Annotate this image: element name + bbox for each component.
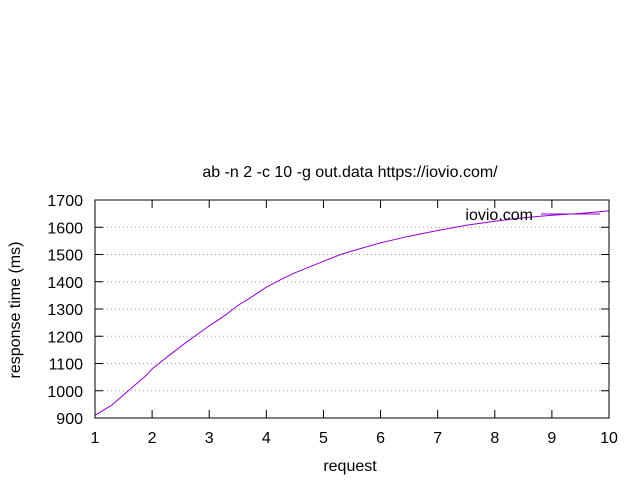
tick-marks	[94, 199, 610, 419]
data-point	[351, 250, 353, 252]
y-tick-label: 1600	[47, 220, 83, 237]
x-tick-label: 9	[547, 430, 556, 447]
y-tick-label: 900	[56, 411, 83, 428]
series-layer	[94, 210, 610, 416]
data-point	[151, 368, 153, 370]
x-tick-label: 6	[376, 430, 385, 447]
y-tick-label: 1500	[47, 248, 83, 265]
tick-labels: 900 1000 1100 1200 1300 1400 1500 1600 1700 1 2 3 4 5…	[47, 193, 618, 447]
chart-title: ab -n 2 -c 10 -g out.data https://iovio.…	[202, 164, 498, 181]
data-point	[265, 286, 267, 288]
data-point	[465, 224, 467, 226]
y-axis-label: response time (ms)	[7, 242, 24, 379]
data-point	[168, 354, 170, 356]
data-point	[208, 325, 210, 327]
x-axis-label: request	[323, 458, 377, 475]
x-tick-label: 3	[205, 430, 214, 447]
data-point	[145, 374, 147, 376]
y-tick-label: 1200	[47, 329, 83, 346]
y-tick-label: 1300	[47, 302, 83, 319]
legend: iovio.com	[465, 207, 600, 224]
data-point	[408, 235, 410, 237]
data-point	[340, 254, 342, 255]
grid-lines	[95, 226, 609, 392]
x-tick-label: 2	[148, 430, 157, 447]
data-point	[380, 242, 382, 244]
legend-label: iovio.com	[465, 207, 533, 224]
y-tick-label: 1700	[47, 193, 83, 210]
y-tick-label: 1000	[47, 384, 83, 401]
x-tick-label: 4	[262, 430, 271, 447]
y-tick-label: 1100	[49, 357, 84, 374]
x-tick-label: 5	[319, 430, 328, 447]
data-point	[522, 217, 524, 219]
x-tick-label: 10	[600, 430, 618, 447]
data-point	[437, 230, 439, 232]
y-tick-label: 1400	[47, 275, 83, 292]
data-point	[225, 313, 227, 315]
data-point	[237, 304, 239, 306]
data-point	[248, 298, 250, 300]
data-point	[282, 277, 284, 279]
data-point	[551, 214, 553, 216]
x-tick-label: 1	[91, 430, 100, 447]
data-point	[294, 272, 296, 274]
data-point	[322, 260, 324, 262]
series-line	[94, 210, 610, 416]
data-point	[494, 220, 496, 222]
x-tick-label: 7	[433, 430, 442, 447]
data-point	[128, 389, 130, 391]
data-point	[185, 341, 187, 343]
data-point	[111, 404, 113, 406]
x-tick-label: 8	[490, 430, 499, 447]
